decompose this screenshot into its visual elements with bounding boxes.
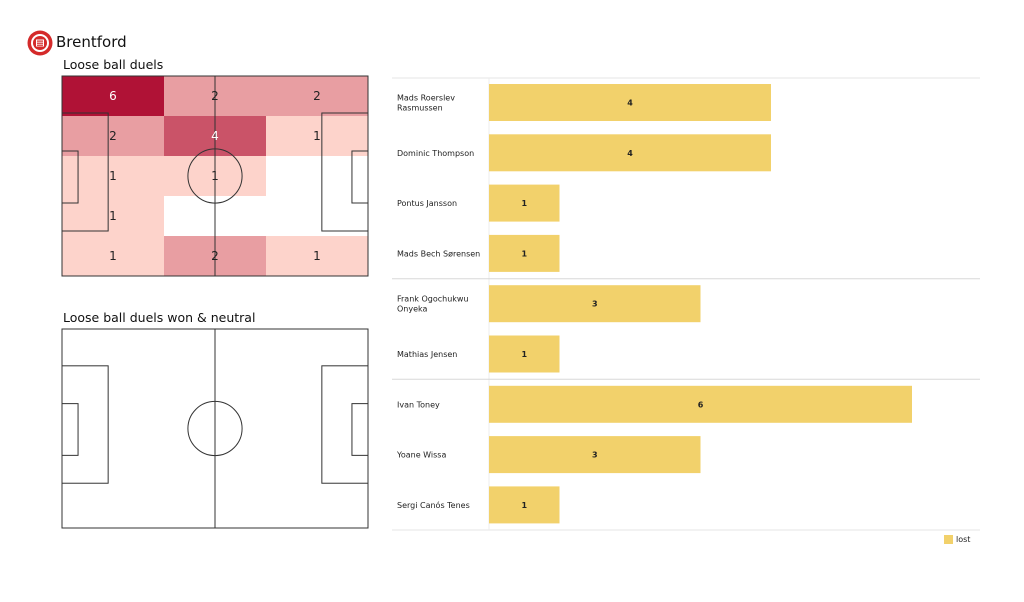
heatmap-cell-value: 1	[313, 129, 321, 143]
six-yard-box-right	[351, 403, 369, 456]
bar-value-label: 3	[592, 451, 598, 460]
heatmap-cell-value: 6	[109, 89, 117, 103]
bottom-pitch-title: Loose ball duels won & neutral	[63, 310, 256, 325]
legend-swatch-lost	[944, 535, 953, 544]
bar-lost	[489, 335, 560, 373]
bar-lost	[489, 385, 912, 423]
player-name-label: Yoane Wissa	[396, 451, 446, 460]
bar-lost	[489, 84, 771, 121]
heatmap-cell	[62, 196, 165, 237]
player-name-label: Rasmussen	[397, 104, 443, 113]
team-name: Brentford	[56, 33, 127, 51]
player-name-label: Sergi Canós Tenes	[397, 500, 470, 510]
heatmap-labels: 6 2 2 2 4 1 1 1 1 1 2 1	[109, 89, 321, 263]
heatmap-cell	[62, 156, 165, 197]
bar-lost	[489, 486, 560, 524]
bar-chart-bars: 4 4 1 1 3 1 6 3 1	[489, 84, 912, 524]
player-name-label: Mathias Jensen	[397, 350, 457, 359]
player-name-label: Ivan Toney	[397, 400, 440, 409]
bar-lost	[489, 134, 771, 172]
heatmap-cell	[62, 116, 165, 157]
heatmap-cell	[266, 236, 369, 277]
heatmap-cell-value: 2	[211, 249, 219, 263]
heatmap-cell	[266, 116, 369, 157]
six-yard-box-right	[351, 150, 369, 204]
six-yard-box-left	[61, 403, 79, 456]
player-name-label: Mads Roerslev	[397, 94, 455, 103]
heatmap-cell-value: 1	[211, 169, 219, 183]
bar-value-label: 1	[521, 199, 527, 208]
heatmap-cell-value: 4	[211, 129, 219, 143]
six-yard-box-left	[61, 150, 79, 204]
brentford-logo-icon	[27, 30, 53, 56]
heatmap-cell-value: 1	[109, 209, 117, 223]
heatmap-cell-value: 1	[109, 249, 117, 263]
heatmap-cell	[266, 76, 369, 117]
player-name-label: Mads Bech Sørensen	[397, 249, 480, 258]
player-name-label: Dominic Thompson	[397, 149, 474, 158]
legend-label-lost: lost	[956, 535, 971, 544]
bar-value-label: 6	[698, 400, 704, 409]
bar-value-label: 4	[627, 99, 633, 108]
bar-value-label: 4	[627, 149, 633, 158]
centre-circle	[187, 400, 243, 457]
player-name-label: Onyeka	[397, 305, 428, 314]
bar-lost	[489, 234, 560, 272]
player-name-label: Pontus Jansson	[397, 199, 457, 208]
heatmap-cell-value: 2	[211, 89, 219, 103]
heatmap-cell-value: 1	[313, 249, 321, 263]
pitch-lines-bottom	[61, 328, 369, 529]
heatmap-cell-value: 2	[109, 129, 117, 143]
pitch-lines-top	[61, 75, 369, 277]
centre-circle	[187, 148, 243, 204]
bar-value-label: 1	[521, 350, 527, 359]
heatmap-cell-value: 1	[109, 169, 117, 183]
bar-lost	[489, 285, 701, 323]
heatmap-cell	[266, 156, 369, 197]
bar-lost	[489, 184, 560, 222]
bar-value-label: 1	[521, 249, 527, 258]
player-name-label: Frank Ogochukwu	[397, 295, 469, 304]
heatmap-cell	[266, 196, 369, 237]
bar-lost	[489, 436, 701, 474]
top-pitch-title: Loose ball duels	[63, 57, 164, 72]
bar-value-label: 1	[521, 501, 527, 510]
heatmap-cell-value: 2	[313, 89, 321, 103]
bar-value-label: 3	[592, 300, 598, 309]
heatmap-cell	[62, 76, 165, 117]
heatmap-cell	[62, 236, 165, 277]
